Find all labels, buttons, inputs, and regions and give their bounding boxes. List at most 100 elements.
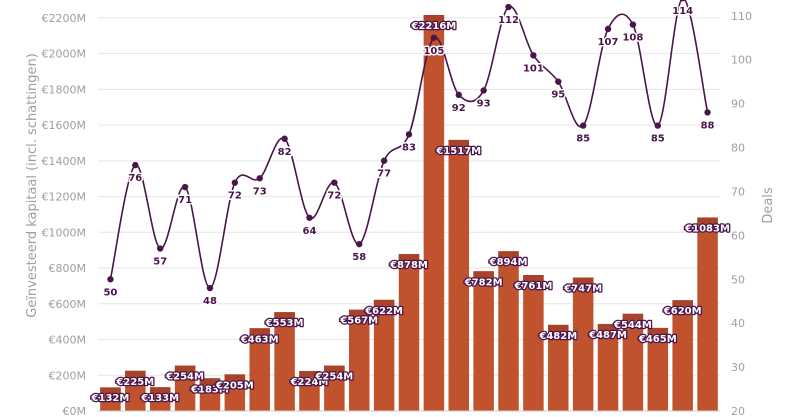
deal-point: [530, 52, 537, 59]
bar: [224, 374, 246, 411]
y-right-tick-label: 100: [731, 54, 752, 67]
deal-value-label: 72: [327, 191, 341, 202]
deal-value-label: 57: [153, 257, 167, 268]
bar-cap: [199, 378, 221, 385]
bar-cap: [448, 139, 470, 146]
y-right-tick-label: 70: [731, 185, 745, 198]
deal-point: [430, 34, 438, 41]
y-right-tick-label: 60: [731, 229, 745, 242]
bar-cap: [249, 328, 270, 335]
bar-cap: [174, 365, 196, 372]
y-left-tick-label: €2000M: [42, 48, 86, 61]
bar-value-label: €205M: [215, 380, 254, 391]
bar: [572, 277, 594, 411]
deal-value-label: 101: [523, 63, 544, 74]
deal-value-label: 71: [178, 195, 192, 206]
deal-value-label: 83: [402, 142, 416, 153]
bar-value-label: €761M: [514, 281, 553, 292]
deal-value-label: 76: [128, 173, 142, 184]
deal-value-label: 105: [423, 46, 444, 57]
bar: [348, 309, 370, 411]
deal-point: [704, 109, 711, 116]
y-right-tick-label: 80: [731, 142, 745, 155]
y-left-tick-label: €1400M: [42, 155, 86, 168]
y-right-tick-label: 20: [731, 405, 745, 417]
bar-cap: [224, 374, 246, 381]
bar-cap: [523, 275, 544, 282]
bar-cap: [423, 15, 445, 22]
bar-value-label: €553M: [265, 318, 304, 329]
deal-value-label: 50: [103, 287, 117, 298]
deal-value-label: 85: [651, 134, 665, 145]
bar-value-label: €878M: [389, 260, 428, 271]
deal-value-label: 77: [377, 169, 391, 180]
bar-value-label: €224M: [290, 377, 329, 388]
y-right-tick-label: 110: [731, 10, 752, 23]
bar: [697, 217, 718, 411]
bar: [274, 312, 295, 411]
bar: [174, 365, 196, 411]
deal-point: [579, 122, 587, 129]
bar-cap: [498, 251, 519, 258]
bar-cap: [274, 312, 295, 319]
bar-cap: [299, 370, 320, 377]
deal-value-label: 107: [598, 37, 619, 48]
bar: [647, 327, 669, 411]
y-left-axis-title: Geïnvesteerd kapitaal (incl. schattingen…: [25, 53, 40, 318]
bar-cap: [597, 323, 619, 330]
bar: [473, 271, 494, 411]
bar-value-label: €254M: [165, 372, 204, 383]
bar: [523, 275, 544, 411]
deal-point: [206, 284, 214, 292]
bar-cap: [473, 271, 494, 278]
deal-point: [256, 175, 263, 182]
deal-point: [405, 131, 413, 138]
bar-cap: [373, 299, 395, 306]
bar-value-label: €782M: [464, 277, 503, 288]
deal-value-label: 114: [672, 6, 693, 17]
deal-point: [157, 245, 164, 252]
deal-point: [306, 214, 313, 221]
deal-point: [604, 25, 612, 33]
deal-value-label: 85: [576, 134, 590, 145]
bar-cap: [100, 387, 121, 394]
deal-point: [281, 135, 288, 142]
bar: [249, 328, 270, 411]
y-left-tick-label: €1200M: [42, 191, 86, 204]
bar: [398, 254, 420, 411]
deal-value-label: 58: [352, 252, 366, 263]
deal-value-label: 112: [498, 15, 519, 26]
deal-point: [132, 161, 139, 169]
bar-value-label: €1517M: [435, 146, 481, 157]
bar-value-label: €567M: [339, 316, 378, 327]
bar: [125, 370, 146, 411]
bar: [622, 313, 644, 411]
y-right-axis-title: Deals: [761, 187, 776, 224]
deal-value-label: 72: [228, 191, 242, 202]
bar: [548, 324, 569, 411]
bar-value-label: €183M: [190, 384, 229, 395]
bar: [498, 251, 519, 411]
deal-value-label: 73: [253, 186, 267, 197]
deal-point: [181, 183, 189, 191]
bar-cap: [622, 313, 644, 320]
bar-value-label: €133M: [140, 393, 179, 404]
bar-cap: [697, 217, 718, 224]
bar-value-label: €482M: [538, 331, 577, 342]
bar-cap: [672, 300, 693, 307]
y-right-tick-label: 30: [731, 361, 745, 374]
bar-cap: [149, 387, 171, 394]
deal-value-label: 93: [477, 98, 491, 109]
bar-value-label: €1083M: [684, 223, 730, 234]
deal-value-label: 95: [551, 90, 565, 101]
bar-value-label: €225M: [115, 377, 154, 388]
bar-cap: [572, 277, 594, 284]
bar-value-label: €465M: [638, 334, 677, 345]
bar-value-label: €747M: [563, 284, 602, 295]
deal-point: [505, 3, 512, 11]
bar-cap: [324, 365, 345, 372]
bar: [672, 300, 693, 411]
bar-value-label: €254M: [314, 372, 353, 383]
deal-point: [555, 78, 562, 85]
